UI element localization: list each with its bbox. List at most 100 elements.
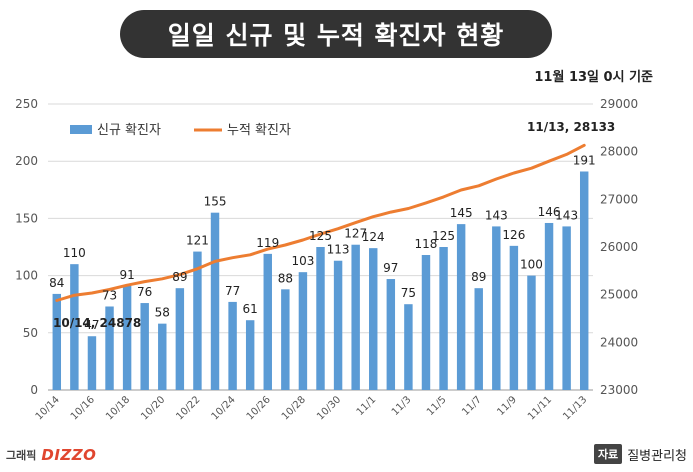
bar-value-label: 58 bbox=[155, 306, 170, 320]
x-tick-label: 11/9 bbox=[495, 394, 519, 418]
title-banner: 일일 신규 및 누적 확진자 현황 bbox=[120, 10, 552, 58]
y-right-tick-label: 23000 bbox=[600, 383, 638, 397]
bar-value-label: 89 bbox=[172, 270, 187, 284]
annotation-start: 10/14, 24878 bbox=[53, 316, 141, 330]
x-tick-label: 10/20 bbox=[139, 394, 167, 422]
x-tick-label: 11/11 bbox=[526, 394, 554, 422]
bar bbox=[509, 245, 519, 390]
bar-value-label: 145 bbox=[450, 206, 473, 220]
y-left-tick-label: 0 bbox=[30, 383, 38, 397]
bar-value-label: 73 bbox=[102, 288, 117, 302]
footer-source: 자료 질병관리청 bbox=[593, 444, 687, 464]
bar bbox=[70, 264, 79, 390]
bar-value-label: 100 bbox=[520, 258, 543, 272]
bar bbox=[579, 171, 589, 390]
bar bbox=[351, 244, 360, 390]
x-tick-label: 11/1 bbox=[355, 394, 379, 418]
y-right-tick-label: 29000 bbox=[600, 97, 638, 111]
bar bbox=[140, 303, 149, 390]
bar bbox=[175, 288, 185, 390]
bar bbox=[456, 224, 466, 390]
bar-value-label: 125 bbox=[309, 229, 332, 243]
bar bbox=[369, 248, 378, 390]
x-tick-label: 11/13 bbox=[561, 394, 589, 422]
legend-line-label: 누적 확진자 bbox=[227, 123, 291, 138]
bar bbox=[228, 301, 237, 390]
y-left-tick-label: 50 bbox=[23, 326, 38, 340]
bar bbox=[245, 320, 255, 390]
bar bbox=[52, 293, 62, 390]
bar-value-label: 75 bbox=[401, 286, 416, 300]
bar bbox=[193, 251, 202, 390]
y-right-tick-label: 27000 bbox=[600, 192, 638, 206]
legend-bar-label: 신규 확진자 bbox=[97, 123, 161, 138]
bar bbox=[439, 247, 448, 390]
bar-value-label: 146 bbox=[538, 205, 561, 219]
y-right-tick-label: 28000 bbox=[600, 145, 638, 159]
y-right-tick-label: 26000 bbox=[600, 240, 638, 254]
annotation-end: 11/13, 28133 bbox=[527, 120, 615, 134]
bar-value-label: 91 bbox=[119, 268, 134, 282]
bar bbox=[404, 304, 413, 390]
bar-value-label: 110 bbox=[63, 246, 86, 260]
bar-value-label: 127 bbox=[344, 227, 367, 241]
bar-value-label: 126 bbox=[502, 228, 525, 242]
bar-value-label: 125 bbox=[432, 229, 455, 243]
x-tick-label: 11/7 bbox=[460, 394, 484, 418]
y-left-tick-label: 150 bbox=[15, 211, 38, 225]
bar-value-label: 97 bbox=[383, 261, 398, 275]
x-tick-label: 10/24 bbox=[210, 394, 238, 422]
bar bbox=[210, 212, 220, 390]
bar-value-label: 124 bbox=[362, 230, 385, 244]
bar bbox=[333, 260, 343, 390]
bar-value-label: 61 bbox=[243, 302, 258, 316]
bar bbox=[316, 247, 325, 390]
bar-value-label: 77 bbox=[225, 284, 240, 298]
y-left-tick-label: 200 bbox=[15, 154, 38, 168]
bar bbox=[421, 255, 431, 390]
bar bbox=[281, 289, 290, 390]
bar bbox=[474, 288, 483, 390]
bar bbox=[527, 275, 536, 390]
source-badge: 자료 bbox=[593, 444, 623, 464]
bar bbox=[158, 323, 167, 390]
bar-value-label: 47 bbox=[84, 318, 99, 332]
x-tick-label: 11/5 bbox=[425, 394, 449, 418]
x-tick-label: 10/16 bbox=[69, 394, 97, 422]
y-left-tick-label: 250 bbox=[15, 97, 38, 111]
legend-bar-swatch bbox=[70, 125, 92, 134]
bar bbox=[263, 253, 272, 390]
bar bbox=[298, 272, 308, 390]
bar bbox=[562, 226, 571, 390]
x-tick-label: 11/3 bbox=[390, 394, 414, 418]
source-text: 질병관리청 bbox=[627, 448, 687, 464]
x-tick-label: 10/30 bbox=[315, 394, 343, 422]
chart-title: 일일 신규 및 누적 확진자 현황 bbox=[167, 21, 505, 50]
graphic-label: 그래픽 bbox=[6, 449, 37, 462]
bar-value-label: 113 bbox=[327, 243, 350, 257]
bar bbox=[544, 222, 554, 390]
footer-credit: 그래픽 DIZZO bbox=[6, 446, 96, 464]
y-right-tick-label: 25000 bbox=[600, 288, 638, 302]
cumulative-line bbox=[55, 143, 586, 302]
bar-value-label: 121 bbox=[186, 234, 209, 248]
bar-value-label: 119 bbox=[256, 236, 279, 250]
x-tick-label: 10/14 bbox=[34, 394, 62, 422]
bar-value-label: 143 bbox=[485, 208, 508, 222]
bar-value-label: 88 bbox=[278, 271, 293, 285]
bar bbox=[386, 279, 396, 390]
x-tick-label: 10/28 bbox=[280, 394, 308, 422]
x-tick-label: 10/18 bbox=[104, 394, 132, 422]
bar-value-label: 103 bbox=[291, 254, 314, 268]
bar bbox=[105, 306, 114, 390]
bar bbox=[122, 285, 132, 390]
bar-value-label: 84 bbox=[49, 276, 64, 290]
bar-value-label: 191 bbox=[573, 153, 596, 167]
x-tick-label: 10/22 bbox=[174, 394, 202, 422]
bar-value-label: 155 bbox=[204, 195, 227, 209]
bar-value-label: 143 bbox=[555, 208, 578, 222]
bar-value-label: 76 bbox=[137, 285, 152, 299]
bar bbox=[492, 226, 501, 390]
reference-date: 11월 13일 0시 기준 bbox=[534, 70, 653, 85]
